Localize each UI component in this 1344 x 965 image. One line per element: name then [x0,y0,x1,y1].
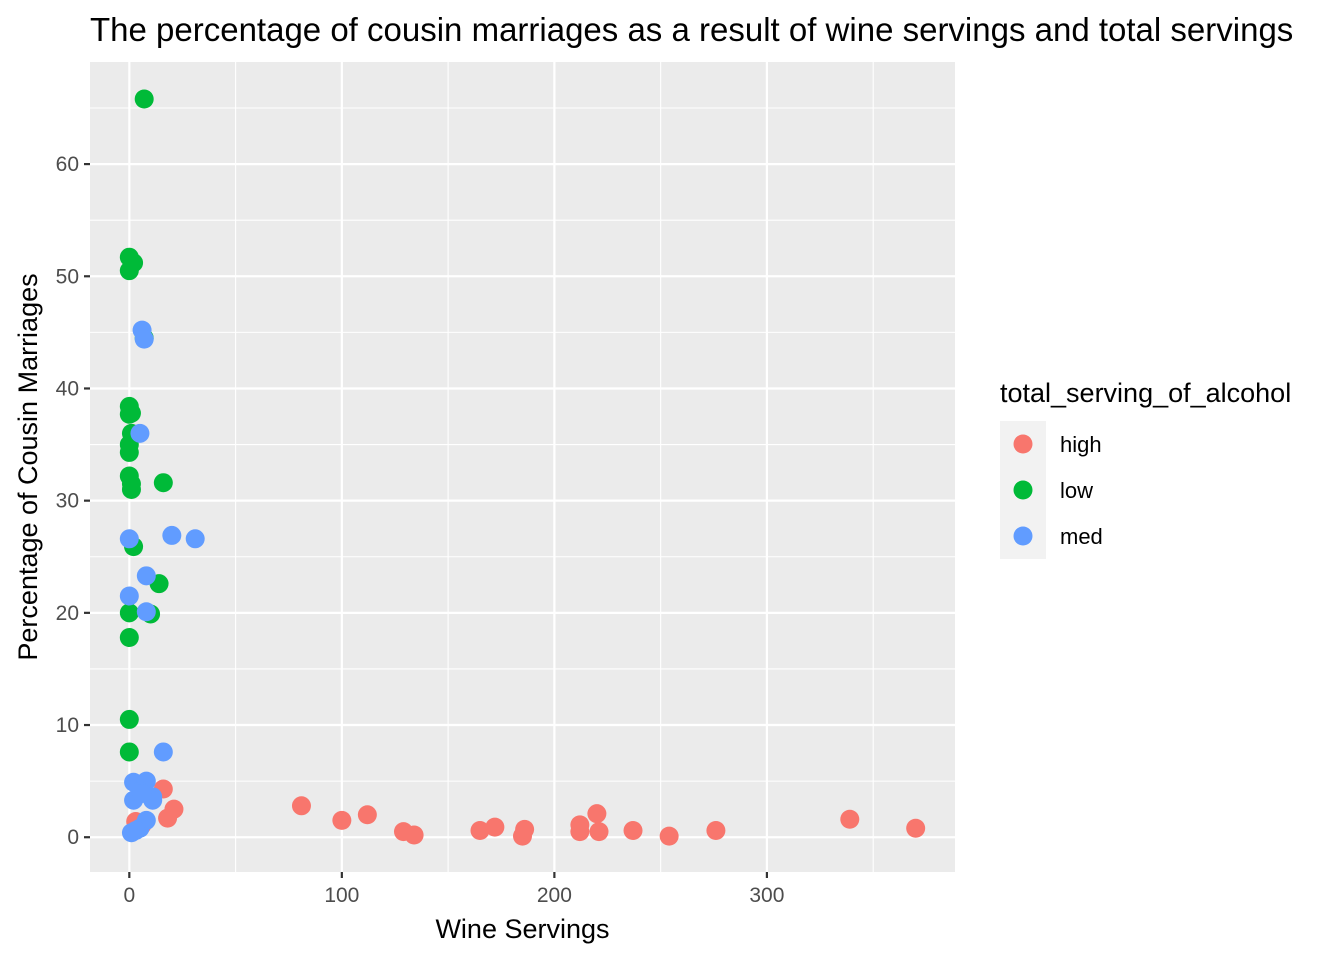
x-tick-label: 300 [749,884,784,907]
point-med [119,529,139,549]
minor-gridlines [90,62,955,872]
y-axis: 0 10 20 30 40 50 60 [56,153,90,849]
x-axis-label: Wine Servings [435,914,609,944]
point-high [659,826,679,846]
point-high [158,808,178,828]
point-high [291,796,311,816]
point-med [130,423,150,443]
legend-key-low [1013,480,1033,500]
legend-label-high: high [1060,432,1102,457]
y-tick-label: 20 [56,602,79,625]
y-axis-label: Percentage of Cousin Marriages [13,273,43,660]
point-med [119,586,139,606]
point-med [136,602,156,622]
legend-title: total_serving_of_alcohol [1000,378,1291,408]
point-high [357,805,377,825]
x-tick-label: 0 [123,884,135,907]
point-low [121,479,141,499]
point-high [332,810,352,830]
point-med [153,742,173,762]
point-high [623,820,643,840]
point-high [706,820,726,840]
legend-keys: high low med [1000,421,1103,559]
legend: total_serving_of_alcohol high low med [1000,378,1291,559]
point-high [906,818,926,838]
y-tick-label: 30 [56,490,79,513]
point-low [119,442,139,462]
point-high [404,825,424,845]
point-med [132,783,152,803]
point-low [134,89,154,109]
point-low [153,473,173,493]
legend-key-med [1013,526,1033,546]
y-tick-label: 10 [56,714,79,737]
point-low [121,403,141,423]
point-low [119,742,139,762]
legend-label-med: med [1060,524,1103,549]
major-gridlines [90,62,955,872]
chart-title: The percentage of cousin marriages as a … [90,11,1293,48]
point-med [162,525,182,545]
point-high [570,822,590,842]
x-tick-label: 200 [537,884,572,907]
point-med [134,329,154,349]
legend-label-low: low [1060,478,1093,503]
point-low [119,261,139,281]
point-high [485,817,505,837]
legend-key-high [1013,434,1033,454]
point-low [119,628,139,648]
x-axis: 0 100 200 300 [123,872,784,907]
point-med [126,820,146,840]
point-high [587,804,607,824]
point-low [119,603,139,623]
point-med [185,529,205,549]
point-high [470,820,490,840]
plot-panel [90,62,955,872]
y-tick-label: 40 [56,377,79,400]
x-tick-label: 100 [324,884,359,907]
data-points [119,89,926,846]
point-high [840,809,860,829]
point-low [119,709,139,729]
y-tick-label: 0 [67,826,79,849]
y-tick-label: 50 [56,265,79,288]
point-high [515,819,535,839]
point-med [136,566,156,586]
y-tick-label: 60 [56,153,79,176]
point-high [589,822,609,842]
